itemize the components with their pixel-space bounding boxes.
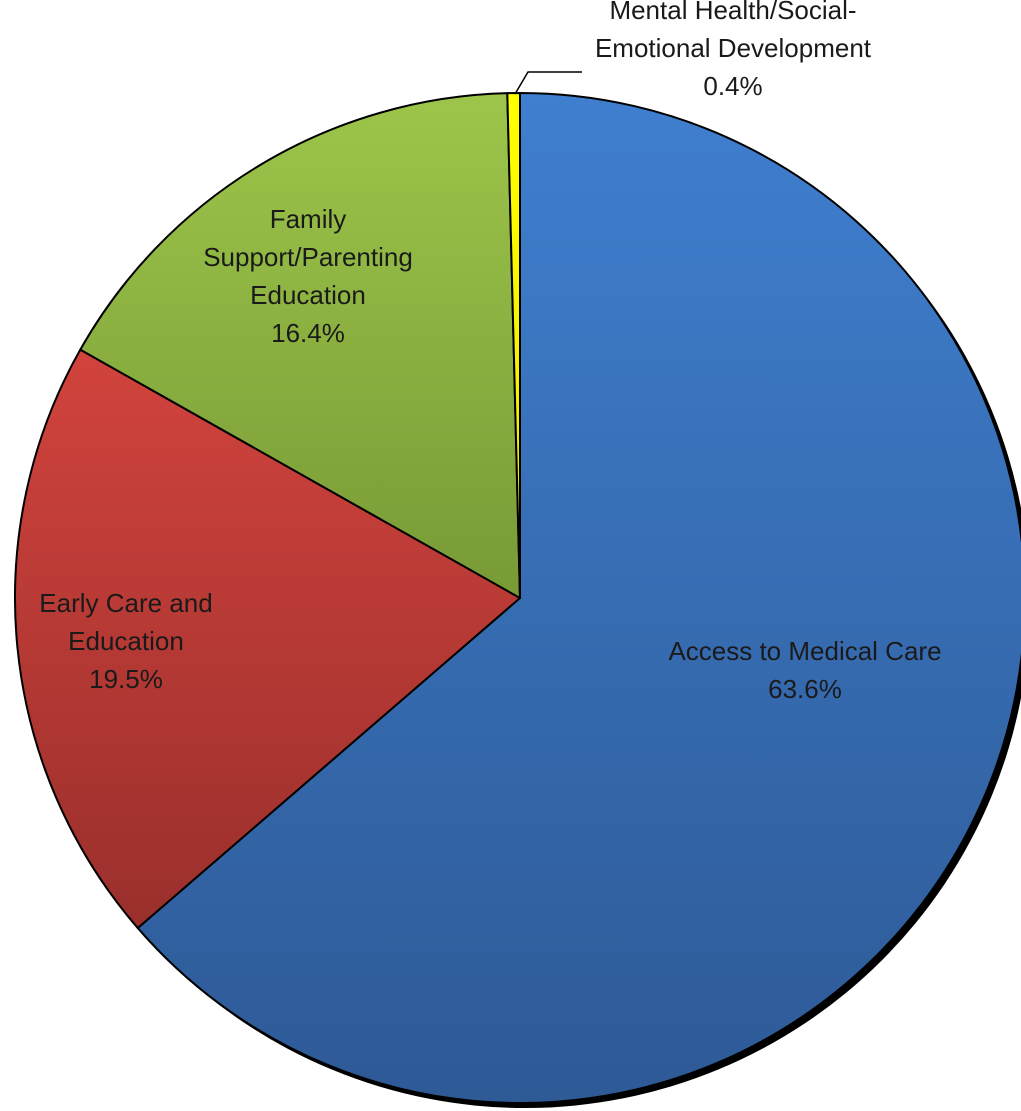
slice-label-line: Mental Health/Social- (609, 0, 856, 25)
slice-label-line: Access to Medical Care (668, 636, 941, 666)
slice-label-access-to-medical-care: Access to Medical Care 63.6% (668, 636, 941, 704)
leader-line-mental-health-social-emotional-development (514, 71, 582, 95)
slice-label-mental-health-social-emotional-development: Mental Health/Social- Emotional Developme… (595, 0, 872, 101)
slice-label-line: Education (68, 626, 184, 656)
pie-slice-early-care-and-education (14, 348, 521, 930)
pie-slice-access-to-medical-care (136, 92, 1021, 1104)
slice-labels: Access to Medical Care 63.6% Early Care an… (39, 0, 941, 704)
slice-percent-early-care-and-education: 19.5% (89, 664, 163, 694)
pie-slice-family-support-parenting-education (79, 92, 521, 599)
slice-percent-mental-health-social-emotional-development: 0.4% (703, 71, 762, 101)
slice-label-line: Support/Parenting (203, 242, 413, 272)
slice-label-line: Family (270, 204, 347, 234)
slice-label-family-support-parenting-education: Family Support/Parenting Education 16.4% (203, 204, 413, 348)
leader-lines (514, 71, 582, 95)
slice-percent-access-to-medical-care: 63.6% (768, 674, 842, 704)
slice-label-early-care-and-education: Early Care and Education 19.5% (39, 588, 212, 694)
pie-slice-mental-health-social-emotional-development (506, 92, 521, 599)
slice-label-line: Emotional Development (595, 33, 872, 63)
slice-percent-family-support-parenting-education: 16.4% (271, 318, 345, 348)
pie-slices (14, 92, 1021, 1104)
slice-label-line: Education (250, 280, 366, 310)
slice-label-line: Early Care and (39, 588, 212, 618)
